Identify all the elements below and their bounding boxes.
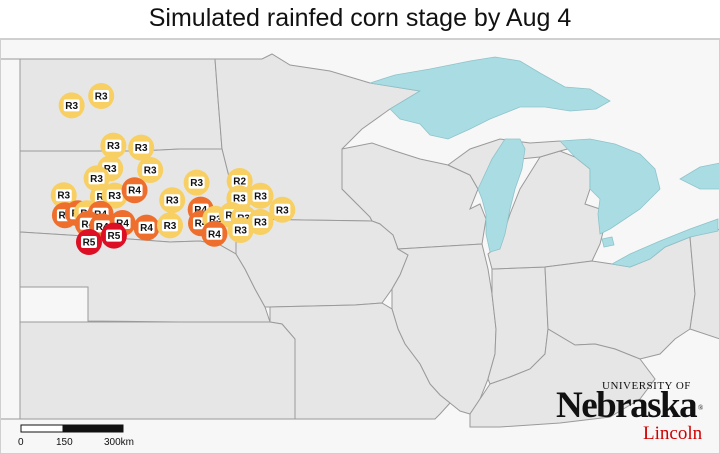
site-marker-label-box [232, 224, 249, 236]
site-marker-r4: R4 [133, 214, 160, 241]
site-marker-r3: R3 [227, 217, 254, 243]
scale-label-300: 300km [104, 437, 134, 448]
site-marker-label-box [93, 90, 110, 102]
site-marker-label-box [63, 99, 80, 112]
site-marker-stage-label: R3 [57, 191, 70, 202]
site-marker-stage-label: R3 [209, 214, 222, 225]
site-marker-stage-label: R5 [83, 238, 96, 249]
site-marker-r3: R3 [137, 157, 164, 183]
site-marker-label-box [188, 176, 205, 189]
scale-bar: 0 150 300km [18, 424, 134, 448]
site-marker-stage-label: R3 [276, 205, 289, 216]
logo-university-of: UNIVERSITY OF [602, 380, 691, 392]
site-marker-r3: R3 [88, 83, 115, 109]
scale-bar-black-segment-end [106, 424, 124, 433]
site-marker-stage-label: R3 [135, 143, 148, 154]
map-title: Simulated rainfed corn stage by Aug 4 [148, 4, 572, 32]
logo-lincoln: Lincoln [643, 423, 703, 444]
site-marker-stage-label: R4 [59, 211, 72, 222]
site-marker-label-box [133, 141, 150, 154]
site-marker-label-box [231, 175, 248, 187]
site-marker-r3: R3 [156, 212, 183, 239]
site-marker-label-box [252, 216, 269, 228]
scale-bar-black-segment [62, 424, 108, 433]
state-kentucky [469, 328, 656, 428]
site-marker-r5: R5 [75, 229, 102, 255]
logo-nebraska: Nebraska [556, 385, 697, 426]
site-marker-label-box [105, 139, 122, 152]
site-marker-r5: R5 [100, 222, 127, 249]
lake-ontario [679, 162, 720, 190]
site-marker-stage-label: R3 [164, 221, 177, 232]
site-marker-r3: R3 [159, 187, 186, 214]
site-marker-stage-label: R3 [254, 191, 267, 202]
site-marker-r4: R4 [121, 177, 148, 204]
site-marker-stage-label: R4 [81, 219, 94, 230]
scale-label-0: 0 [18, 437, 24, 448]
site-marker-r3: R3 [269, 196, 296, 223]
lake-michigan [477, 138, 526, 253]
state-east [689, 228, 720, 340]
site-marker-r3: R3 [100, 132, 127, 159]
site-marker-label-box [274, 203, 291, 216]
site-marker-stage-label: R4 [96, 222, 109, 233]
great-lakes [369, 56, 720, 268]
scale-label-150: 150 [56, 437, 73, 448]
site-marker-stage-label: R3 [190, 178, 203, 189]
site-marker-stage-label: R4 [208, 229, 221, 240]
site-marker-stage-label: R4 [128, 186, 141, 197]
unl-logo: UNIVERSITY OF Nebraska ® Lincoln [556, 380, 704, 444]
site-marker-stage-label: R3 [233, 194, 246, 205]
site-marker-r3: R3 [247, 209, 274, 235]
map-canvas: R3R3R3R3R3R3R3R3R3R3R4R3R3R2R3R3R3R4R4R3… [0, 38, 720, 454]
site-marker-r4: R4 [201, 220, 228, 247]
lake-st-clair [601, 236, 615, 248]
site-marker-stage-label: R3 [90, 174, 103, 185]
site-marker-stage-label: R3 [166, 196, 179, 207]
site-marker-label-box [142, 164, 159, 176]
lake-huron [559, 138, 661, 235]
site-marker-stage-label: R3 [108, 191, 121, 202]
site-marker-stage-label: R3 [107, 141, 120, 152]
site-marker-stage-label: R3 [234, 226, 247, 237]
site-markers: R3R3R3R3R3R3R3R3R3R3R4R3R3R2R3R3R3R4R4R3… [50, 83, 296, 255]
site-marker-r3: R3 [50, 182, 77, 209]
lake-erie [610, 218, 719, 268]
site-marker-label-box [138, 221, 155, 234]
site-marker-stage-label: R4 [140, 223, 153, 234]
site-marker-stage-label: R3 [95, 92, 108, 103]
state-montana [0, 58, 21, 420]
site-marker-stage-label: R3 [144, 166, 157, 177]
site-marker-stage-label: R3 [254, 218, 267, 229]
site-marker-label-box [106, 189, 123, 202]
site-marker-label-box [252, 189, 269, 202]
site-marker-label-box [80, 236, 97, 248]
site-marker-stage-label: R4 [116, 219, 129, 230]
state-michigan [487, 150, 606, 270]
site-marker-label-box [231, 192, 248, 205]
state-iowa [235, 218, 409, 308]
site-marker-stage-label: R4 [195, 219, 208, 230]
logo-registered-mark: ® [698, 404, 704, 412]
site-marker-label-box [164, 194, 181, 207]
site-marker-r3: R3 [101, 182, 128, 209]
site-marker-r3: R3 [128, 134, 155, 161]
state-kansas [19, 321, 296, 420]
site-marker-label-box [55, 189, 72, 202]
site-marker-stage-label: R2 [233, 177, 246, 188]
site-marker-r3: R3 [183, 169, 210, 196]
site-marker-r3: R3 [58, 92, 85, 119]
scale-bar-white-segment [20, 424, 64, 433]
site-marker-stage-label: R3 [104, 164, 117, 175]
site-marker-label-box [88, 172, 105, 185]
site-marker-stage-label: R3 [65, 101, 78, 112]
site-marker-label-box [126, 184, 143, 197]
site-marker-label-box [105, 229, 122, 242]
site-marker-stage-label: R5 [108, 231, 121, 242]
site-marker-r3: R3 [247, 182, 274, 209]
lake-superior [369, 56, 611, 140]
site-marker-label-box [161, 219, 178, 232]
site-marker-label-box [206, 227, 223, 240]
